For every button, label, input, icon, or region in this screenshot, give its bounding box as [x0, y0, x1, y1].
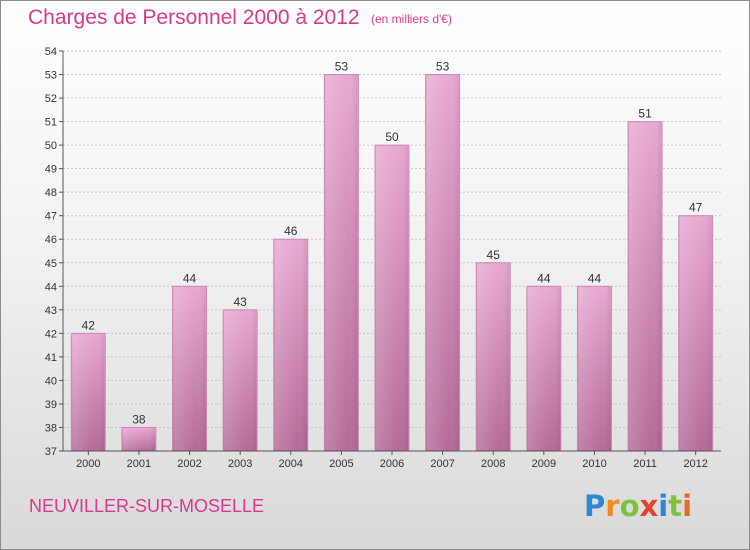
- data-label: 43: [233, 295, 247, 309]
- y-tick-label: 45: [45, 258, 57, 270]
- data-label: 38: [132, 412, 146, 426]
- x-tick-label: 2008: [481, 458, 505, 470]
- x-tick-label: 2012: [683, 458, 707, 470]
- bar-shade: [629, 122, 662, 451]
- y-tick-label: 50: [45, 140, 57, 152]
- data-label: 45: [487, 248, 501, 262]
- data-label: 44: [588, 271, 602, 285]
- x-tick-label: 2002: [177, 458, 201, 470]
- y-tick-label: 47: [45, 211, 57, 223]
- logo-letter: x: [639, 489, 659, 523]
- data-label: 44: [183, 271, 197, 285]
- logo-letter: P: [584, 489, 606, 523]
- bar-shade: [72, 334, 105, 450]
- y-tick-label: 48: [45, 187, 57, 199]
- logo-letter: i: [682, 489, 693, 523]
- bar-shade: [122, 428, 155, 450]
- logo-letter: r: [605, 489, 620, 523]
- x-tick-label: 2007: [430, 458, 454, 470]
- data-label: 44: [537, 271, 551, 285]
- y-tick-label: 53: [45, 70, 57, 82]
- data-label: 42: [82, 318, 96, 332]
- y-tick-label: 49: [45, 164, 57, 176]
- bar-shade: [477, 263, 510, 450]
- bar-shade: [679, 216, 712, 450]
- logo-letter: t: [668, 489, 683, 523]
- y-tick-label: 44: [45, 281, 57, 293]
- y-tick-label: 46: [45, 234, 57, 246]
- chart-subtitle: (en milliers d'€): [371, 12, 452, 26]
- y-tick-label: 54: [45, 46, 57, 58]
- y-tick-label: 38: [45, 422, 57, 434]
- x-tick-label: 2011: [633, 458, 657, 470]
- bar-shade: [527, 287, 560, 450]
- data-label: 50: [385, 130, 399, 144]
- y-tick-label: 43: [45, 305, 57, 317]
- x-tick-label: 2010: [582, 458, 606, 470]
- x-tick-label: 2006: [380, 458, 404, 470]
- y-tick-label: 40: [45, 375, 57, 387]
- x-tick-label: 2003: [228, 458, 252, 470]
- data-label: 51: [638, 107, 652, 121]
- bars: 42 38 44 43 46 53 50 53 45 44 44 51 47: [70, 60, 714, 452]
- bar-shade: [274, 240, 307, 450]
- bar-shade: [426, 75, 459, 450]
- y-tick-label: 51: [45, 117, 57, 129]
- bar-shade: [578, 287, 611, 450]
- y-tick-label: 39: [45, 399, 57, 411]
- data-label: 53: [335, 60, 349, 74]
- x-tick-label: 2004: [279, 458, 303, 470]
- x-tick-label: 2000: [76, 458, 100, 470]
- bar-shade: [224, 310, 257, 450]
- logo-letter: i: [658, 489, 669, 523]
- chart-title: Charges de Personnel 2000 à 2012: [28, 6, 360, 29]
- y-tick-label: 42: [45, 328, 57, 340]
- y-tick-label: 41: [45, 352, 57, 364]
- data-label: 46: [284, 224, 298, 238]
- proxiti-logo: Proxiti: [584, 489, 692, 523]
- data-label: 53: [436, 60, 450, 74]
- data-label: 47: [689, 201, 703, 215]
- y-tick-label: 52: [45, 93, 57, 105]
- bar-shade: [173, 287, 206, 450]
- x-tick-label: 2009: [532, 458, 556, 470]
- logo-letter: o: [619, 489, 640, 523]
- x-tick-label: 2005: [329, 458, 353, 470]
- bar-shade: [325, 75, 358, 450]
- axes: 37 38 39 40 41 42 43 44 45 46 47 48 49 50 51 52 53 54 2000…: [45, 46, 721, 470]
- x-tick-label: 2001: [127, 458, 151, 470]
- y-tick-label: 37: [45, 446, 57, 458]
- commune-name: NEUVILLER-SUR-MOSELLE: [29, 496, 265, 516]
- bar-shade: [376, 146, 408, 450]
